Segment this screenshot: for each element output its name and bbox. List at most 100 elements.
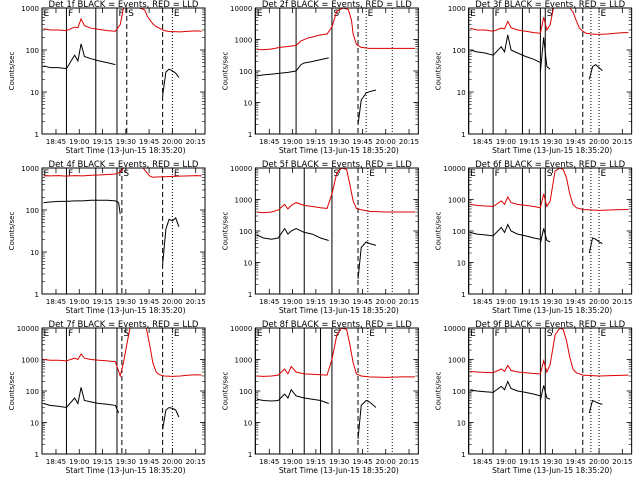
y-tick-label: 10 [243,100,252,108]
x-tick-label: 20:00 [162,298,182,306]
y-tick-label: 10 [30,420,39,428]
x-tick-label: 20:15 [612,298,632,306]
events-series-line [357,241,377,280]
x-tick-label: 19:45 [566,298,586,306]
y-tick-label: 10 [30,249,39,257]
plot-frame [468,7,633,135]
x-tick-label: 19:00 [282,138,302,146]
y-tick-label: 100 [452,47,465,55]
plot-frame [468,167,633,295]
marker-label: E [257,9,263,19]
x-tick-label: 19:45 [352,458,372,466]
x-tick-label: 19:30 [329,298,349,306]
lld-series-line [539,7,554,34]
lld-series-line [539,327,629,377]
events-series-line [470,380,541,397]
y-tick-label: 1 [248,451,252,459]
marker-label: E [174,329,180,339]
x-tick-label: 20:00 [589,298,609,306]
marker-label: S [333,329,339,339]
marker-label: E [470,9,476,19]
y-tick-label: 100 [239,68,252,76]
y-tick-label: 10000 [230,325,252,333]
marker-label: E [257,329,263,339]
plot-frame [254,327,419,455]
y-tick-label: 1000 [21,165,39,173]
x-axis-label: Start Time (13-Jun-15 18:35:20) [66,146,186,155]
detector-panel-5: Det 5f BLACK = Events, RED = LLD 1 10 100 10… [221,160,419,315]
marker-label: E [44,329,50,339]
y-tick-label: 1000 [235,197,253,205]
y-tick-label: 100 [452,388,465,396]
marker-label: S [123,329,129,339]
events-series-line [539,228,551,244]
marker-label: E [174,169,180,179]
x-tick-label: 19:15 [92,138,112,146]
events-series-line [539,37,551,73]
x-tick-label: 19:30 [329,138,349,146]
x-tick-label: 19:45 [352,298,372,306]
x-tick-label: 18:45 [46,138,66,146]
panel-title: Det 9f BLACK = Events, RED = LLD [475,320,625,330]
plot-frame [468,327,633,455]
y-tick-label: 10 [457,260,466,268]
marker-label: F [68,329,73,339]
marker-label: F [495,329,500,339]
marker-label: S [547,9,553,19]
x-tick-label: 18:45 [259,138,279,146]
lld-series-line [142,167,202,178]
panel-title: Det 8f BLACK = Events, RED = LLD [262,320,412,330]
x-tick-label: 19:15 [519,138,539,146]
x-tick-label: 19:00 [69,138,89,146]
events-series-line [357,399,377,440]
x-tick-label: 18:45 [473,298,493,306]
y-tick-label: 1 [35,131,39,139]
marker-label: S [547,329,553,339]
x-tick-label: 18:45 [46,458,66,466]
y-tick-label: 1000 [21,5,39,13]
panel-title: Det 6f BLACK = Events, RED = LLD [475,160,625,170]
x-tick-label: 19:15 [306,298,326,306]
x-tick-label: 18:45 [259,458,279,466]
x-tick-label: 19:45 [352,138,372,146]
x-tick-label: 19:00 [496,298,516,306]
lld-series-line [256,167,416,214]
y-tick-label: 100 [239,228,252,236]
y-tick-label: 100 [26,207,39,215]
lld-series-line [256,327,416,378]
y-tick-label: 100 [452,228,465,236]
x-axis-label: Start Time (13-Jun-15 18:35:20) [66,466,186,475]
events-series-line [43,43,116,70]
x-tick-label: 19:00 [496,458,516,466]
y-tick-label: 1000 [235,357,253,365]
events-series-line [588,399,603,414]
marker-label: E [369,329,375,339]
x-tick-label: 19:15 [92,298,112,306]
lld-series-line [256,7,416,51]
x-tick-label: 19:00 [282,458,302,466]
x-tick-label: 18:45 [259,298,279,306]
marker-label: F [118,9,123,19]
marker-label: E [470,329,476,339]
detector-panel-6: Det 6f BLACK = Events, RED = LLD 1 10 100 10… [435,160,633,315]
marker-label: E [44,9,50,19]
x-tick-label: 19:15 [306,458,326,466]
x-tick-label: 19:45 [139,138,159,146]
x-tick-label: 20:00 [162,458,182,466]
plot-frame [41,167,206,295]
marker-label: E [369,169,375,179]
x-axis-label: Start Time (13-Jun-15 18:35:20) [279,466,399,475]
x-tick-label: 18:45 [46,298,66,306]
y-tick-label: 100 [239,388,252,396]
y-tick-label: 1000 [448,5,466,13]
y-tick-label: 100 [26,47,39,55]
y-axis-label: Counts/sec [8,212,16,251]
x-tick-label: 19:00 [496,138,516,146]
events-series-line [162,68,180,97]
x-tick-label: 20:00 [376,138,396,146]
marker-label: E [601,9,607,19]
lld-series-line [470,364,541,375]
x-tick-label: 20:15 [399,138,419,146]
lld-series-line [43,7,124,32]
x-tick-label: 20:00 [162,138,182,146]
